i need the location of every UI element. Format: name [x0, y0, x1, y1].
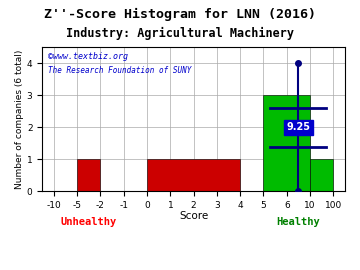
Bar	[147, 159, 240, 191]
Text: ©www.textbiz.org: ©www.textbiz.org	[48, 52, 128, 61]
Text: 9.25: 9.25	[287, 122, 310, 132]
X-axis label: Score: Score	[179, 211, 208, 221]
Bar	[77, 159, 100, 191]
Text: Healthy: Healthy	[276, 217, 320, 227]
Text: Unhealthy: Unhealthy	[61, 217, 117, 227]
Bar	[264, 95, 310, 191]
Y-axis label: Number of companies (6 total): Number of companies (6 total)	[15, 50, 24, 189]
Text: Z''-Score Histogram for LNN (2016): Z''-Score Histogram for LNN (2016)	[44, 8, 316, 21]
Bar	[310, 159, 333, 191]
Text: The Research Foundation of SUNY: The Research Foundation of SUNY	[48, 66, 192, 75]
Text: Industry: Agricultural Machinery: Industry: Agricultural Machinery	[66, 27, 294, 40]
